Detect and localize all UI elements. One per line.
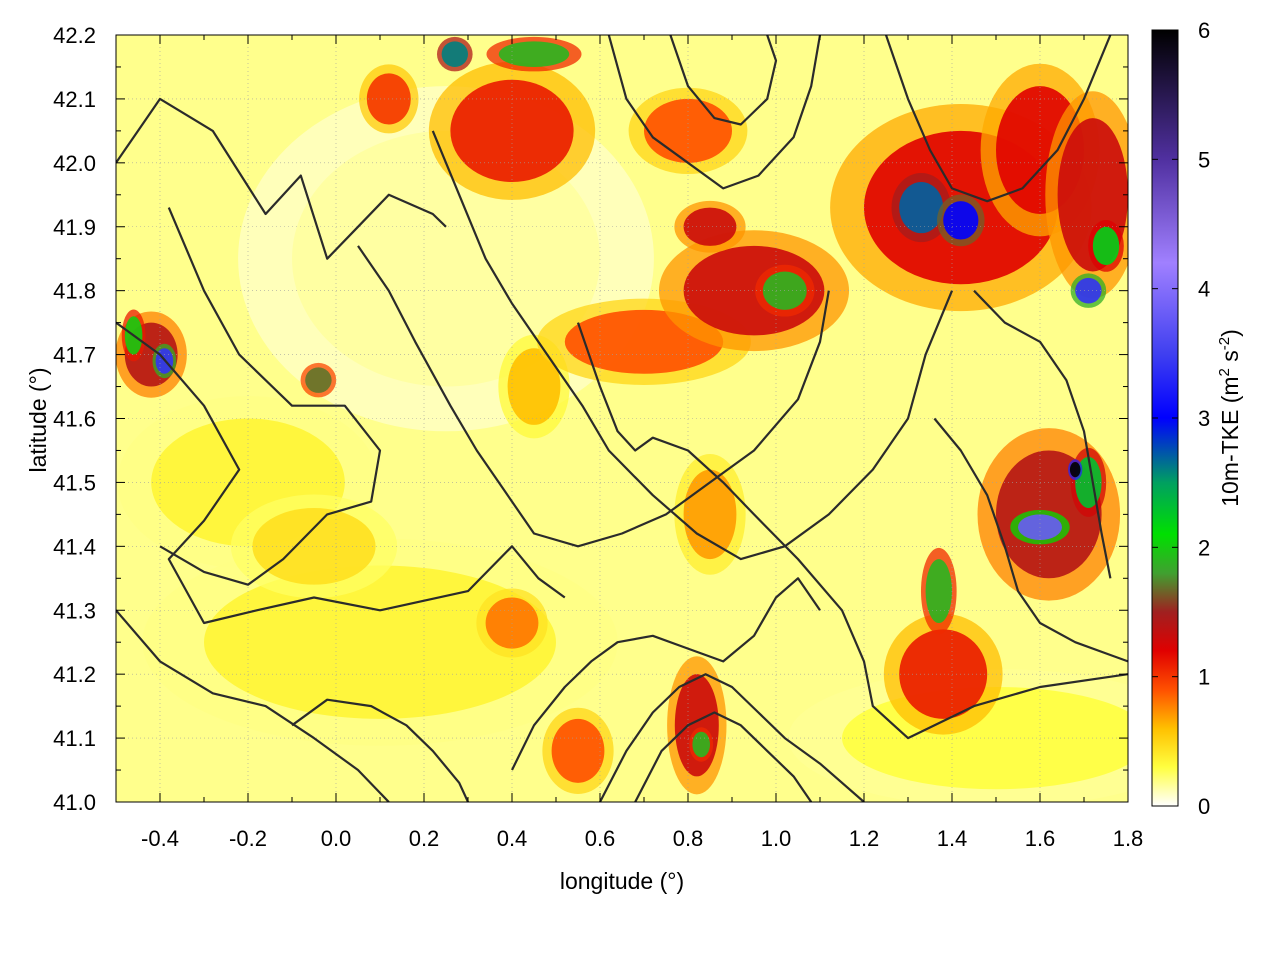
y-tick-label-6: 41.6 [53,407,96,432]
colorbar-tick-label-3: 3 [1198,406,1210,431]
y-axis-title: latitude (°) [25,367,51,472]
heatmap-cell-14 [899,629,988,719]
y-tick-label-10: 42.0 [53,151,96,176]
x-tick-label-9: 1.4 [937,826,968,851]
heatmap-cell-26 [674,674,719,777]
x-tick-label-8: 1.2 [849,826,880,851]
y-tick-label-12: 42.2 [53,23,96,48]
colorbar-title-end: ) [1217,329,1243,337]
heatmap-cell-27 [692,731,710,758]
x-axis-title: longitude (°) [560,868,684,894]
colorbar-tick-label-5: 5 [1198,147,1210,172]
y-tick-label-8: 41.8 [53,279,96,304]
x-tick-label-0: -0.4 [141,826,179,851]
y-tick-label-1: 41.1 [53,726,96,751]
colorbar-tick-label-2: 2 [1198,535,1210,560]
grid-lines [116,35,1128,802]
heatmap-cell-32 [507,348,561,425]
contour-line-1 [116,321,566,625]
contour-line-3 [357,245,830,548]
colorbar-tick-label-0: 0 [1198,794,1210,819]
contour-line-13 [933,417,1128,663]
x-tick-label-2: 0.0 [321,826,352,851]
heatmap-cell-34 [204,565,556,719]
y-tick-label-2: 41.2 [53,662,96,687]
heatmap-cell-5 [943,201,979,240]
x-tick-label-3: 0.2 [409,826,440,851]
y-tick-label-11: 42.1 [53,87,96,112]
colorbar-title-main: 10m-TKE (m [1217,376,1243,506]
x-tick-label-5: 0.6 [585,826,616,851]
y-tick-label-3: 41.3 [53,598,96,623]
heatmap-cell-21 [683,207,737,246]
contour-line-9 [607,35,822,190]
contour-line-0 [116,97,447,260]
colorbar-title: 10m-TKE (m2 s-2) [1216,329,1243,507]
heatmap-cell-16 [450,79,574,183]
contour-line-12 [973,289,1112,579]
colorbar-title-sup2: -2 [1216,337,1233,350]
x-tick-label-4: 0.4 [497,826,528,851]
x-tick-label-6: 0.8 [673,826,704,851]
x-tick-label-10: 1.6 [1025,826,1056,851]
colorbar-tick-label-1: 1 [1198,665,1210,690]
y-tick-label-5: 41.5 [53,470,96,495]
contour-line-8 [634,711,813,802]
heatmap-cell-15 [925,559,952,624]
contour-line-7 [599,673,865,802]
terrain-contours [116,35,1128,802]
colorbar-ticks: 0 1 2 3 4 5 6 [1152,18,1210,819]
y-tick-label-9: 41.9 [53,215,96,240]
contour-line-6 [511,577,821,771]
contour-line-11 [884,35,1112,203]
colorbar-tick-label-4: 4 [1198,277,1210,302]
heatmap-cell-8 [1092,226,1120,266]
heatmap-cell-28 [551,718,605,783]
heatmap-cell-4 [899,182,944,234]
heatmap-cell-18 [498,41,570,67]
heatmap-cell-17 [441,41,468,67]
x-tick-label-1: -0.2 [229,826,267,851]
heatmap-cell-25 [305,367,332,393]
axis-ticks: -0.4 -0.2 0.0 0.2 0.4 0.6 0.8 1.0 1.2 1.4 1.6 1.8 41… [53,23,1143,851]
y-tick-label-0: 41.0 [53,790,96,815]
contour-line-15 [116,609,390,802]
colorbar-title-sup1: 2 [1216,368,1233,376]
heatmap-cell-31 [252,507,376,585]
heatmap-cell-20 [644,98,732,163]
heatmap-cell-13 [1069,461,1081,478]
tke-heatmap [116,35,1128,802]
contour-line-2 [159,207,382,586]
colorbar-title-mid: s [1217,350,1243,368]
contour-line-10 [669,35,778,126]
x-tick-label-7: 1.0 [761,826,792,851]
contour-line-4 [431,130,954,561]
colorbar-tick-label-6: 6 [1198,18,1210,43]
x-tick-label-11: 1.8 [1113,826,1144,851]
contour-line-14 [291,698,469,802]
contour-line-5 [576,322,1128,740]
y-tick-label-7: 41.7 [53,343,96,368]
y-tick-label-4: 41.4 [53,534,96,559]
